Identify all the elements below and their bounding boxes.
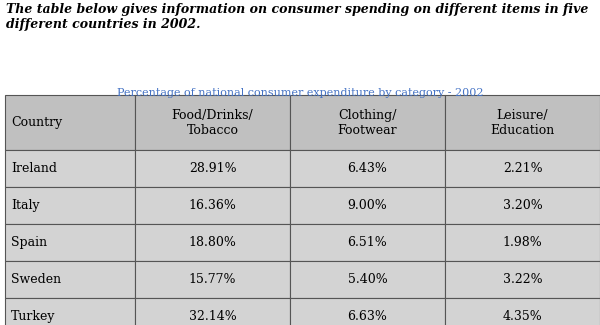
Bar (5, 298, 135, 325)
Text: 6.63%: 6.63% (347, 310, 388, 323)
Text: 4.35%: 4.35% (503, 310, 542, 323)
Bar (5, 187, 135, 224)
Bar (290, 298, 445, 325)
Bar (135, 150, 290, 187)
Bar (135, 261, 290, 298)
Bar (135, 224, 290, 261)
Bar (290, 150, 445, 187)
Text: Food/Drinks/
Tobacco: Food/Drinks/ Tobacco (172, 109, 253, 136)
Bar (290, 95, 445, 150)
Text: 28.91%: 28.91% (188, 162, 236, 175)
Text: 9.00%: 9.00% (347, 199, 388, 212)
Text: 5.40%: 5.40% (347, 273, 388, 286)
Text: Leisure/
Education: Leisure/ Education (490, 109, 554, 136)
Bar (290, 261, 445, 298)
Text: 3.20%: 3.20% (503, 199, 542, 212)
Bar (290, 187, 445, 224)
Text: Spain: Spain (11, 236, 47, 249)
Text: 6.51%: 6.51% (347, 236, 388, 249)
Bar (445, 224, 600, 261)
Bar (445, 298, 600, 325)
Bar (5, 150, 135, 187)
Bar (445, 95, 600, 150)
Bar (445, 187, 600, 224)
Text: 15.77%: 15.77% (189, 273, 236, 286)
Text: 32.14%: 32.14% (188, 310, 236, 323)
Text: Clothing/
Footwear: Clothing/ Footwear (338, 109, 397, 136)
Text: Ireland: Ireland (11, 162, 57, 175)
Text: Percentage of national consumer expenditure by category - 2002: Percentage of national consumer expendit… (117, 88, 483, 98)
Text: The table below gives information on consumer spending on different items in fiv: The table below gives information on con… (6, 3, 589, 31)
Text: Turkey: Turkey (11, 310, 56, 323)
Bar (5, 224, 135, 261)
Bar (5, 95, 135, 150)
Text: 1.98%: 1.98% (503, 236, 542, 249)
Bar (445, 261, 600, 298)
Bar (135, 95, 290, 150)
Text: 2.21%: 2.21% (503, 162, 542, 175)
Text: Sweden: Sweden (11, 273, 61, 286)
Bar (290, 224, 445, 261)
Text: Italy: Italy (11, 199, 40, 212)
Text: 18.80%: 18.80% (188, 236, 236, 249)
Text: 16.36%: 16.36% (188, 199, 236, 212)
Text: Country: Country (11, 116, 62, 129)
Bar (135, 298, 290, 325)
Text: 6.43%: 6.43% (347, 162, 388, 175)
Bar (5, 261, 135, 298)
Bar (445, 150, 600, 187)
Bar (135, 187, 290, 224)
Text: 3.22%: 3.22% (503, 273, 542, 286)
